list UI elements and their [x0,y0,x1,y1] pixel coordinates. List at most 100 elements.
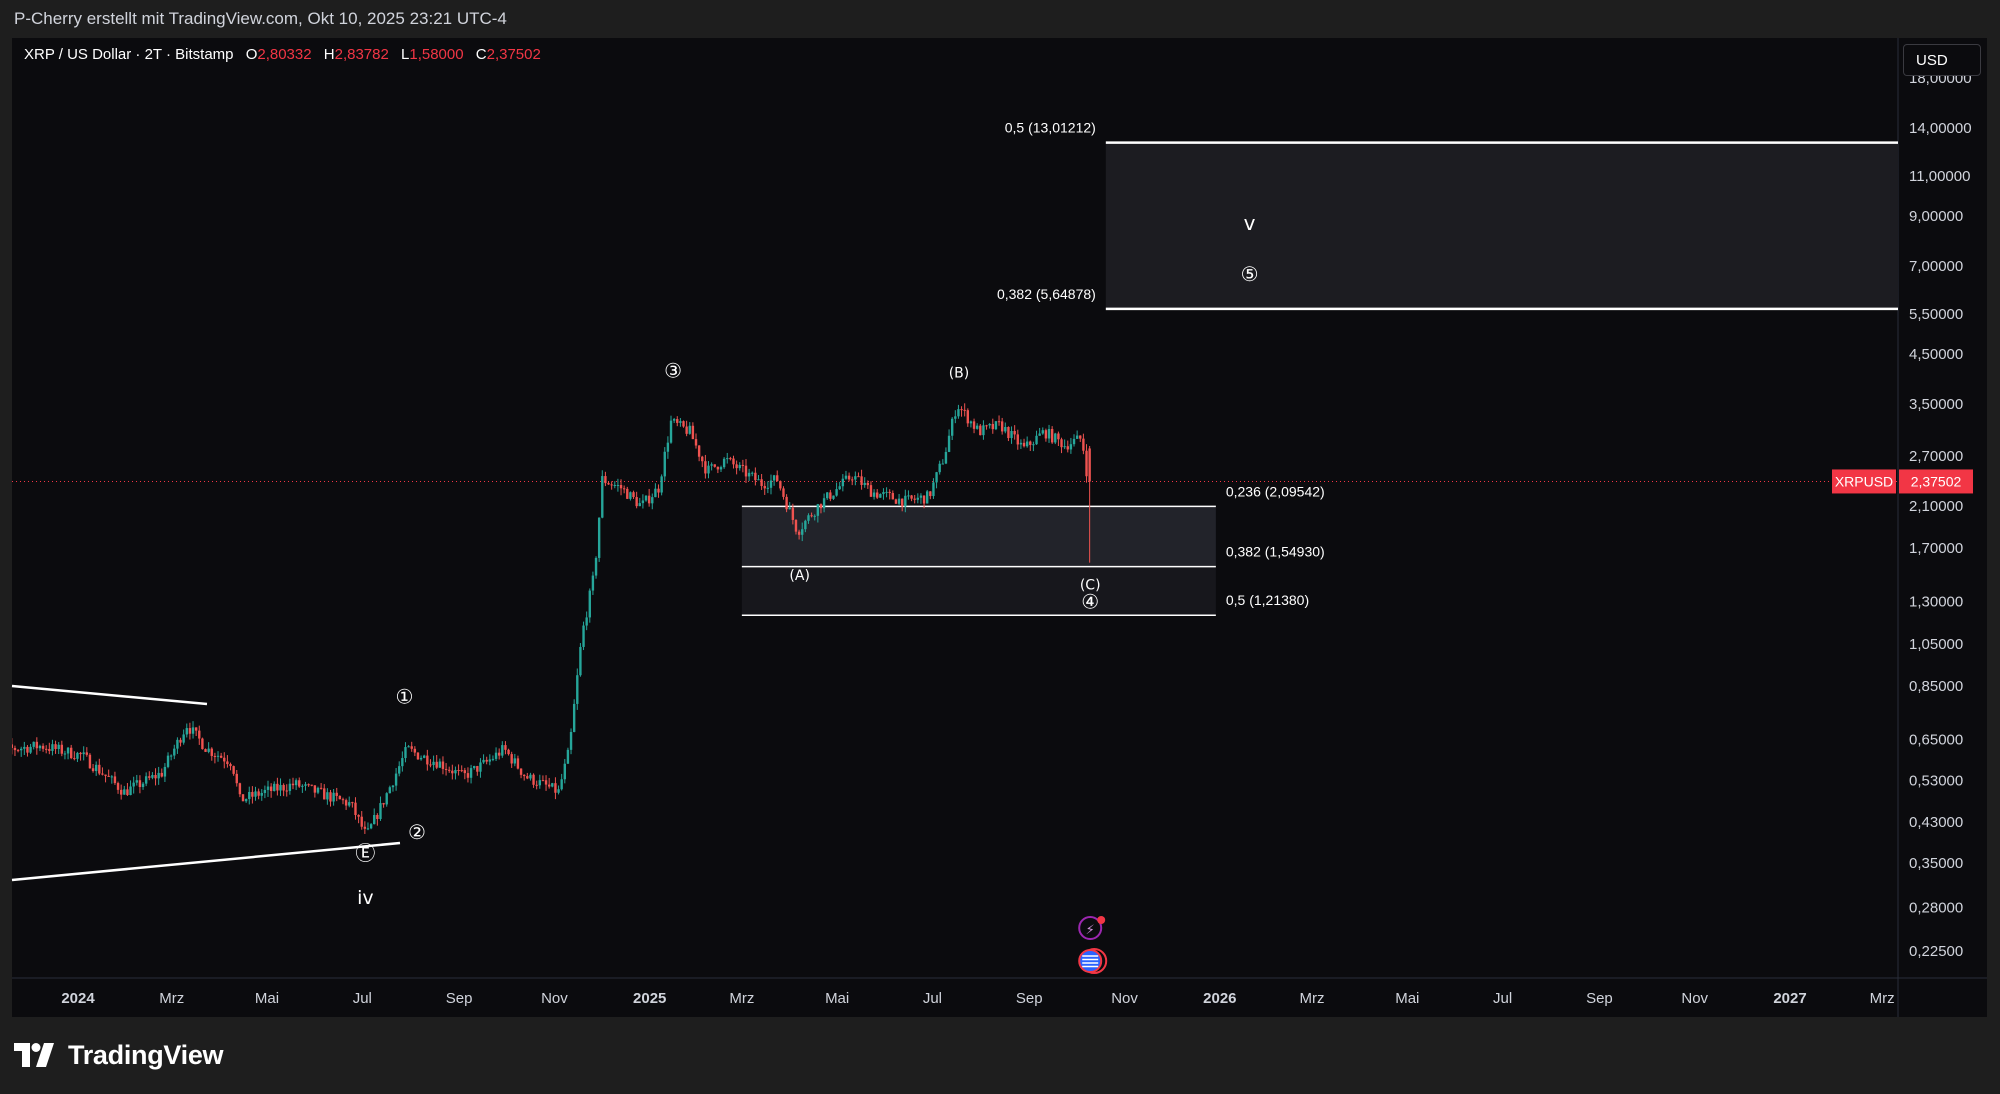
candle[interactable] [1079,435,1082,439]
candle[interactable] [20,748,23,751]
candle[interactable] [710,464,713,466]
candle[interactable] [729,458,732,460]
candle[interactable] [338,795,342,800]
candle[interactable] [954,416,957,419]
candle[interactable] [188,728,192,734]
candle[interactable] [701,456,704,462]
candle[interactable] [369,824,373,829]
candle[interactable] [1041,430,1044,434]
candle[interactable] [569,731,573,750]
candle[interactable] [941,463,945,465]
candle[interactable] [419,757,423,760]
candle[interactable] [298,780,301,787]
candle[interactable] [510,754,513,764]
candle[interactable] [994,421,998,430]
candle[interactable] [179,739,182,743]
candle[interactable] [13,747,17,751]
candle[interactable] [763,486,766,489]
candle[interactable] [585,617,588,626]
candle[interactable] [251,791,254,797]
candle[interactable] [479,762,482,772]
candle[interactable] [860,476,863,485]
candle[interactable] [1075,435,1079,439]
candle[interactable] [16,750,20,752]
candle[interactable] [504,745,507,750]
candle[interactable] [363,826,367,829]
price-tag[interactable] [1899,469,1973,494]
candle[interactable] [69,747,73,759]
candle[interactable] [288,783,292,791]
candle[interactable] [616,484,620,486]
candle[interactable] [266,786,270,790]
candle[interactable] [8,744,10,746]
candle[interactable] [885,491,888,493]
candle[interactable] [1072,438,1076,445]
candle[interactable] [1035,435,1038,445]
candle[interactable] [891,493,895,500]
candle[interactable] [382,803,385,805]
candle[interactable] [835,489,838,496]
candle[interactable] [657,488,660,493]
candle[interactable] [1085,450,1088,477]
candle[interactable] [154,774,157,779]
candle[interactable] [329,792,332,802]
candle[interactable] [279,784,282,791]
symbol-tag[interactable] [1832,469,1896,494]
candle[interactable] [310,784,313,786]
candle[interactable] [566,749,570,764]
candle[interactable] [697,445,701,457]
candle[interactable] [151,774,154,778]
candle[interactable] [4,746,6,748]
candle[interactable] [694,439,698,446]
candle[interactable] [1082,438,1085,451]
candle[interactable] [263,789,267,793]
candle[interactable] [557,789,560,793]
symbol-label[interactable]: XRP / US Dollar · 2T · Bitstamp [24,46,234,63]
candle[interactable] [410,746,413,749]
candle[interactable] [1016,434,1019,445]
candle[interactable] [341,799,345,801]
candle[interactable] [619,484,623,489]
candle[interactable] [913,498,916,500]
candle[interactable] [869,485,873,497]
candle[interactable] [751,472,754,474]
candle[interactable] [950,418,954,436]
candle[interactable] [335,792,338,796]
candle[interactable] [11,744,14,748]
candle[interactable] [925,491,929,504]
candle[interactable] [938,463,941,473]
candle[interactable] [660,476,663,493]
candle[interactable] [1,749,3,750]
candle[interactable] [863,482,866,485]
candle[interactable] [198,730,201,739]
candle[interactable] [88,754,92,769]
candle[interactable] [576,675,579,704]
candle[interactable] [535,784,538,786]
candle[interactable] [563,763,566,780]
candle[interactable] [373,815,376,825]
candle[interactable] [988,423,991,426]
candle[interactable] [1050,429,1054,443]
candle[interactable] [229,764,232,767]
candle[interactable] [226,761,229,765]
candle[interactable] [79,752,82,755]
candle[interactable] [997,421,1001,423]
candle[interactable] [232,766,235,774]
candle[interactable] [441,761,445,769]
candle[interactable] [966,410,970,424]
candle[interactable] [66,747,70,754]
candle[interactable] [460,770,463,772]
candle[interactable] [847,475,851,480]
candle[interactable] [323,788,326,800]
candle[interactable] [838,486,841,490]
candle[interactable] [163,766,167,777]
candle[interactable] [519,768,523,775]
candle[interactable] [244,799,248,802]
currency-button[interactable]: USD [1903,44,1981,76]
candle[interactable] [416,752,420,760]
candle[interactable] [497,752,501,756]
candle[interactable] [857,476,860,478]
candle[interactable] [876,492,879,498]
candle[interactable] [38,745,42,749]
candle[interactable] [1057,433,1060,440]
